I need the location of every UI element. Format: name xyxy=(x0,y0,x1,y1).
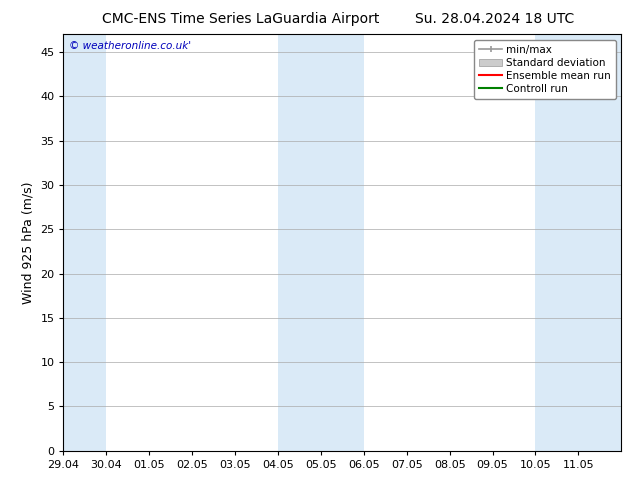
Bar xyxy=(63,34,107,451)
Text: © weatheronline.co.uk': © weatheronline.co.uk' xyxy=(69,41,191,50)
Bar xyxy=(536,34,621,451)
Bar xyxy=(278,34,364,451)
Text: CMC-ENS Time Series LaGuardia Airport: CMC-ENS Time Series LaGuardia Airport xyxy=(102,12,380,26)
Text: Su. 28.04.2024 18 UTC: Su. 28.04.2024 18 UTC xyxy=(415,12,574,26)
Y-axis label: Wind 925 hPa (m/s): Wind 925 hPa (m/s) xyxy=(22,181,35,304)
Legend: min/max, Standard deviation, Ensemble mean run, Controll run: min/max, Standard deviation, Ensemble me… xyxy=(474,40,616,99)
